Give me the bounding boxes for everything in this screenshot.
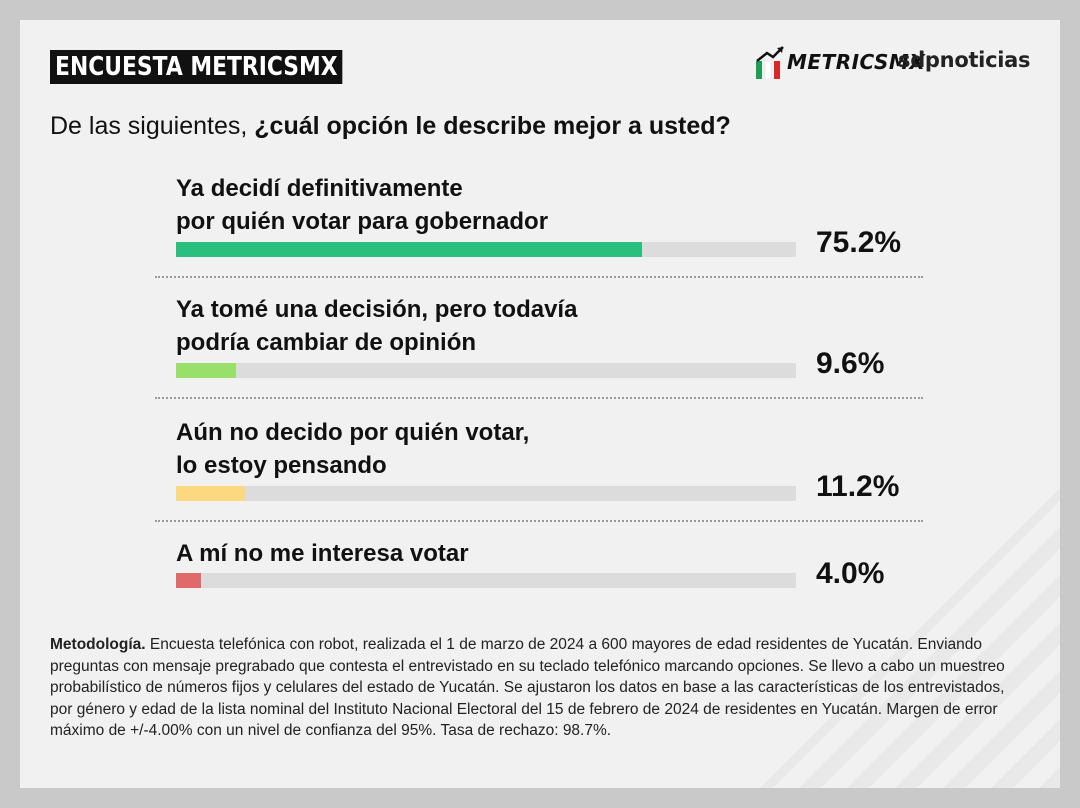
bar-label: A mí no me interesa votar <box>176 540 469 567</box>
bar-track <box>176 363 796 378</box>
bar-item: Ya tomé una decisión, pero todavía podrí… <box>176 293 936 380</box>
bar-fill <box>176 573 201 588</box>
bar-fill <box>176 486 246 501</box>
bar-value-label: 75.2% <box>816 226 902 259</box>
sdpnoticias-logo: sdpnoticias <box>898 48 1031 72</box>
bar-value-label: 11.2% <box>816 470 900 503</box>
row-divider <box>155 520 923 522</box>
row-divider <box>155 276 923 278</box>
bar-track <box>176 486 796 501</box>
bar-item: Ya decidí definitivamente por quién vota… <box>176 172 936 259</box>
bar-label: Aún no decido por quién votar, lo estoy … <box>176 419 530 479</box>
methodology-title: Metodología. <box>50 636 146 653</box>
bar-fill <box>176 242 643 257</box>
question-prefix: De las siguientes, <box>50 112 255 140</box>
bar-item: A mí no me interesa votar 4.0% <box>176 537 936 590</box>
metricsmx-chart-icon <box>756 46 784 79</box>
bar-track <box>176 242 796 257</box>
bar-value-label: 9.6% <box>816 347 885 380</box>
bar-item: Aún no decido por quién votar, lo estoy … <box>176 416 936 503</box>
poll-badge: ENCUESTA METRICSMX <box>50 50 343 84</box>
metricsmx-wordmark: METRICSMX <box>787 50 926 74</box>
bar-label: Ya decidí definitivamente por quién vota… <box>176 175 549 235</box>
row-divider <box>155 397 923 399</box>
question-bold: ¿cuál opción le describe mejor a usted? <box>254 112 731 140</box>
bar-label: Ya tomé una decisión, pero todavía podrí… <box>176 296 578 356</box>
bar-fill <box>176 363 236 378</box>
bar-value-label: 4.0% <box>816 557 885 590</box>
poll-card: ENCUESTA METRICSMX METRICSMX sdpnoticias… <box>20 20 1060 788</box>
question-text: De las siguientes, ¿cuál opción le descr… <box>50 112 731 141</box>
metricsmx-logo: METRICSMX <box>755 42 925 82</box>
bar-track <box>176 573 796 588</box>
methodology-text: Encuesta telefónica con robot, realizada… <box>50 636 1005 740</box>
methodology-note: Metodología. Encuesta telefónica con rob… <box>50 634 1010 742</box>
